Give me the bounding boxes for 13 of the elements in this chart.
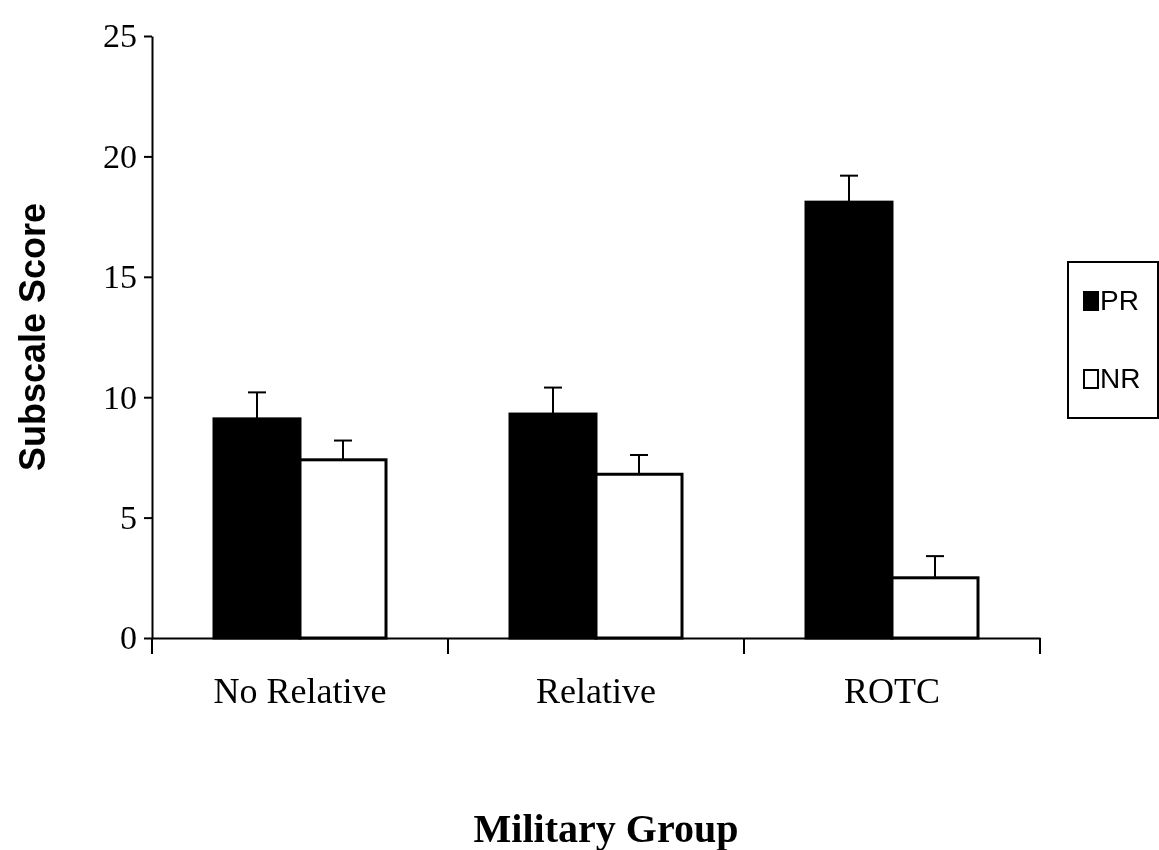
y-axis-title: Subscale Score (12, 202, 53, 472)
legend-label: PR (1100, 285, 1139, 316)
y-tick-label: 15 (103, 258, 137, 296)
y-tick-label: 10 (103, 378, 137, 416)
y-tick-label: 0 (120, 619, 137, 657)
y-tick-label: 20 (103, 137, 137, 175)
x-tick-label: Relative (536, 671, 656, 711)
x-axis-title: Military Group (473, 806, 739, 850)
x-tick-label: No Relative (213, 671, 387, 711)
x-tick-label: ROTC (843, 671, 941, 711)
legend-label: NR (1100, 363, 1141, 394)
y-tick-label: 5 (120, 498, 137, 536)
y-tick-label: 25 (103, 17, 137, 55)
